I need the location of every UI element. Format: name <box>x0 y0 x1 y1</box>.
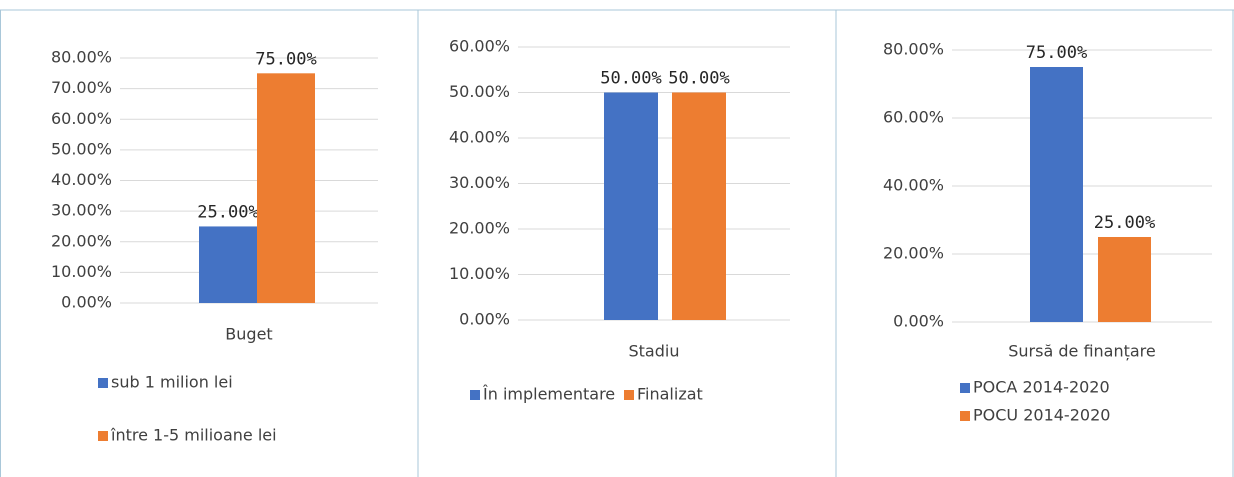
bar <box>672 92 726 320</box>
bar <box>604 92 658 320</box>
bar <box>199 226 257 303</box>
legend-label: sub 1 milion lei <box>111 373 233 392</box>
bar <box>257 73 315 303</box>
data-label: 75.00% <box>1026 43 1087 63</box>
legend-swatch <box>98 378 108 388</box>
legend-swatch <box>470 390 480 400</box>
legend-label: În implementare <box>482 385 615 404</box>
legend-label: între 1-5 milioane lei <box>110 426 277 445</box>
y-tick-label: 30.00% <box>449 173 510 192</box>
y-tick-label: 40.00% <box>51 170 112 189</box>
y-tick-label: 40.00% <box>449 128 510 147</box>
y-tick-label: 40.00% <box>883 176 944 195</box>
y-tick-label: 60.00% <box>883 108 944 127</box>
legend-swatch <box>98 431 108 441</box>
y-tick-label: 0.00% <box>459 310 510 329</box>
data-label: 75.00% <box>255 49 316 69</box>
bar <box>1030 67 1083 322</box>
y-tick-label: 60.00% <box>51 109 112 128</box>
y-tick-label: 80.00% <box>883 40 944 59</box>
legend-label: POCU 2014-2020 <box>973 406 1110 425</box>
y-tick-label: 10.00% <box>449 264 510 283</box>
bar <box>1098 237 1151 322</box>
y-tick-label: 60.00% <box>449 37 510 56</box>
y-tick-label: 70.00% <box>51 78 112 97</box>
y-tick-label: 20.00% <box>449 219 510 238</box>
y-tick-label: 20.00% <box>883 244 944 263</box>
data-label: 50.00% <box>600 69 661 89</box>
y-tick-label: 10.00% <box>51 262 112 281</box>
y-tick-label: 80.00% <box>51 48 112 67</box>
data-label: 25.00% <box>1094 213 1155 233</box>
y-tick-label: 50.00% <box>51 139 112 158</box>
y-tick-label: 0.00% <box>61 293 112 312</box>
x-tick-label: Sursă de finanțare <box>1008 342 1156 361</box>
y-tick-label: 50.00% <box>449 82 510 101</box>
data-label: 25.00% <box>197 202 258 222</box>
y-tick-label: 0.00% <box>893 312 944 331</box>
x-tick-label: Stadiu <box>629 342 680 361</box>
legend-swatch <box>624 390 634 400</box>
data-label: 50.00% <box>668 69 729 89</box>
y-tick-label: 30.00% <box>51 201 112 220</box>
legend-label: POCA 2014-2020 <box>973 378 1110 397</box>
x-tick-label: Buget <box>225 325 272 344</box>
legend-swatch <box>960 411 970 421</box>
legend-label: Finalizat <box>637 385 703 404</box>
y-tick-label: 20.00% <box>51 231 112 250</box>
legend-swatch <box>960 383 970 393</box>
